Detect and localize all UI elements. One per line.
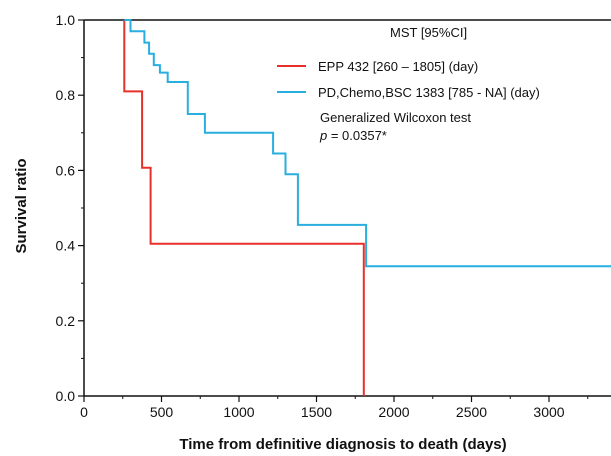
p-value-text: = 0.0357* [327,128,387,143]
p-value: p = 0.0357* [319,128,387,143]
y-tick-label: 1.0 [56,12,76,28]
x-tick-label: 2500 [456,404,487,420]
series-layer [123,19,611,396]
y-axis-label: Survival ratio [13,158,30,253]
y-tick-label: 0.6 [56,162,76,178]
y-tick-label: 0.2 [56,313,76,329]
legend: MST [95%CI] EPP 432 [260 – 1805] (day) P… [277,25,540,143]
legend-entry-epp: EPP 432 [260 – 1805] (day) [318,59,478,74]
p-symbol: p [319,128,327,143]
legend-entry-pd-chemo-bsc: PD,Chemo,BSC 1383 [785 - NA] (day) [318,85,540,100]
y-tick-label: 0.0 [56,388,76,404]
x-tick-label: 1000 [223,404,254,420]
x-tick-label: 2000 [378,404,409,420]
x-tick-label: 0 [80,404,88,420]
x-axis-label: Time from definitive diagnosis to death … [179,436,506,453]
y-tick-label: 0.8 [56,87,76,103]
y-tick-label: 0.4 [56,238,76,254]
x-tick-label: 1500 [301,404,332,420]
axes: 0.0 0.2 0.4 0.6 0.8 1.0 0 500 1000 1500 2000 2500 30… [56,12,611,420]
test-label: Generalized Wilcoxon test [320,110,471,125]
series-pd-chemo-bsc-curve [124,19,611,268]
x-tick-label: 3000 [533,404,564,420]
series-epp-curve [123,20,365,396]
x-tick-label: 500 [150,404,174,420]
legend-title: MST [95%CI] [390,25,467,40]
